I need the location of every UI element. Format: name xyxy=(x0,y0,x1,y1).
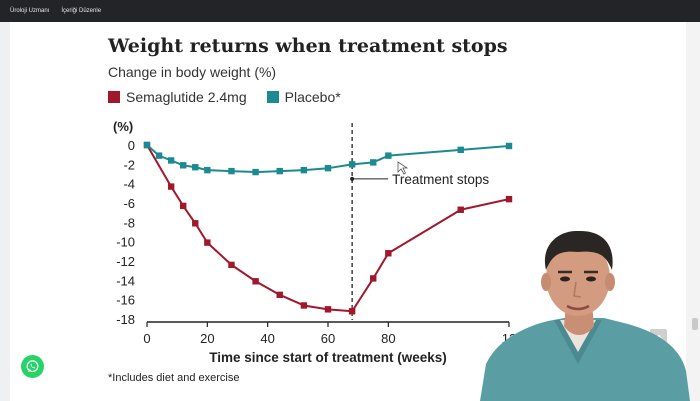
data-point-placebo xyxy=(143,141,151,149)
data-point-semaglutide xyxy=(348,308,356,315)
data-point-placebo xyxy=(192,164,199,171)
data-point-semaglutide xyxy=(505,195,513,203)
data-point-placebo xyxy=(348,161,356,168)
legend-label-semaglutide: Semaglutide 2.4mg xyxy=(126,89,247,105)
data-point-semaglutide xyxy=(300,302,308,309)
data-point-semaglutide xyxy=(167,183,175,190)
y-tick-label: -8 xyxy=(123,215,135,230)
data-point-semaglutide xyxy=(252,278,259,285)
scrollbar[interactable] xyxy=(686,22,700,401)
figure-footnote: *Includes diet and exercise xyxy=(108,372,240,384)
data-point-semaglutide xyxy=(204,239,211,246)
data-point-semaglutide xyxy=(180,202,187,210)
treatment-stops-annotation: Treatment stops xyxy=(392,172,489,187)
data-point-semaglutide xyxy=(370,275,377,282)
data-point-placebo xyxy=(180,162,187,169)
x-tick-label: 20 xyxy=(200,331,214,346)
y-tick-label: -18 xyxy=(116,312,135,327)
legend-item-placebo: Placebo* xyxy=(266,89,341,105)
data-point-placebo xyxy=(155,152,163,159)
data-point-placebo xyxy=(300,166,308,174)
data-point-placebo xyxy=(228,167,235,175)
data-point-semaglutide xyxy=(276,291,283,299)
data-point-placebo xyxy=(385,152,392,159)
data-point-placebo xyxy=(276,167,283,175)
data-point-semaglutide xyxy=(192,220,199,227)
y-tick-label: -10 xyxy=(116,235,135,250)
x-axis-title: Time since start of treatment (weeks) xyxy=(209,350,447,365)
y-tick-label: -14 xyxy=(116,273,135,288)
data-point-placebo xyxy=(167,157,175,164)
x-tick-label: 40 xyxy=(260,331,274,346)
y-tick-label: -4 xyxy=(123,177,135,192)
series-line-placebo xyxy=(146,144,510,174)
data-point-placebo xyxy=(457,146,464,154)
legend-swatch-placebo xyxy=(266,91,279,103)
legend-swatch-semaglutide xyxy=(108,91,120,103)
x-tick-label: 0 xyxy=(143,331,150,346)
y-tick-label: -16 xyxy=(116,293,135,308)
data-point-semaglutide xyxy=(385,250,392,257)
data-point-placebo xyxy=(324,165,332,172)
data-point-placebo xyxy=(252,168,259,176)
data-point-semaglutide xyxy=(457,206,464,213)
figure-title: Weight returns when treatment stops xyxy=(108,35,508,57)
topbar-link-edit-content[interactable]: İçeriği Düzenle xyxy=(61,8,102,14)
data-point-placebo xyxy=(505,142,513,150)
figure-subtitle: Change in body weight (%) xyxy=(108,64,277,80)
scrollbar-thumb[interactable] xyxy=(692,318,698,330)
y-tick-label: 0 xyxy=(128,138,135,153)
topbar-link-urology[interactable]: Üroloji Uzmanı xyxy=(10,8,50,14)
whatsapp-button[interactable] xyxy=(21,355,44,378)
x-tick-label: 80 xyxy=(381,331,395,346)
left-rail xyxy=(0,22,10,401)
legend-label-placebo: Placebo* xyxy=(284,89,341,105)
data-point-semaglutide xyxy=(324,306,332,313)
data-point-placebo xyxy=(370,159,377,166)
y-tick-label: -12 xyxy=(116,254,135,269)
x-tick-label: 60 xyxy=(321,331,335,346)
whatsapp-icon xyxy=(26,360,39,373)
legend-item-semaglutide: Semaglutide 2.4mg xyxy=(108,89,247,105)
data-point-semaglutide xyxy=(228,261,235,269)
y-tick-label: -6 xyxy=(123,196,135,211)
y-axis-unit-label: (%) xyxy=(113,119,133,134)
presenter-webcam xyxy=(480,226,690,401)
data-point-placebo xyxy=(204,166,211,174)
y-tick-label: -2 xyxy=(123,157,135,172)
mouse-cursor-icon xyxy=(397,161,409,175)
chart-legend: Semaglutide 2.4mg Placebo* xyxy=(108,89,361,105)
top-toolbar: Üroloji Uzmanı İçeriği Düzenle xyxy=(0,0,700,22)
presenter-video xyxy=(480,230,690,401)
